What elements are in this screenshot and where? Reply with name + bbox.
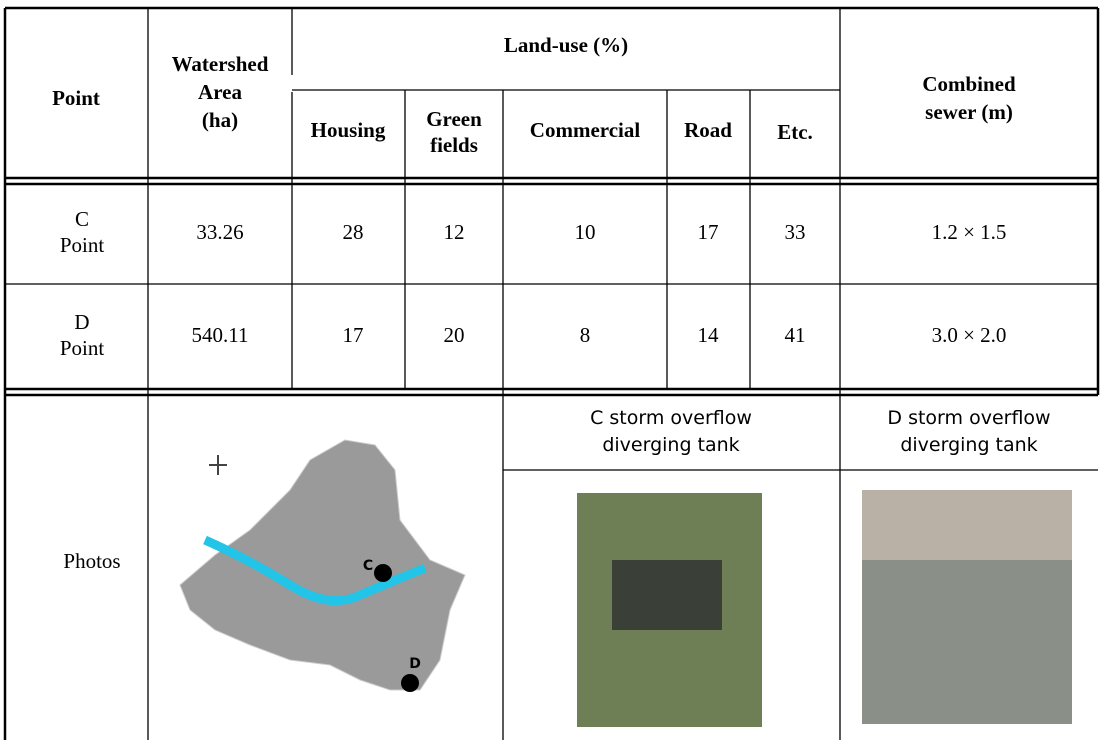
cell-text: 20 [444, 323, 465, 347]
cell-text: C [75, 207, 89, 231]
photo-c-culvert [612, 560, 722, 630]
cell-text: Etc. [777, 120, 813, 144]
table-rules [3, 6, 1100, 740]
cell-text: Land-use (%) [504, 33, 628, 57]
cell-text: Green [426, 107, 482, 131]
cell-text: 17 [343, 323, 364, 347]
cell-text: 1.2 × 1.5 [932, 220, 1007, 244]
cell-text: Watershed [172, 52, 269, 76]
cell-text: diverging tank [602, 434, 739, 456]
cell-text: Commercial [530, 118, 641, 142]
cell-text: D [74, 310, 89, 334]
cell-text: (ha) [202, 108, 238, 132]
cell-text: 3.0 × 2.0 [932, 323, 1007, 347]
cell-text: 14 [698, 323, 720, 347]
cell-text: Photos [63, 549, 120, 573]
cell-text: Road [684, 118, 732, 142]
cell-text: C [363, 558, 373, 574]
cell-text: Combined [922, 72, 1016, 96]
cell-text: fields [430, 133, 478, 157]
seoul-map [179, 439, 466, 692]
cell-text: D storm overflow [887, 407, 1050, 429]
cell-text: 540.11 [192, 323, 249, 347]
cell-text: Housing [311, 118, 386, 142]
cell-text: 33 [785, 220, 806, 244]
cell-text: 10 [575, 220, 596, 244]
cell-text: 28 [343, 220, 364, 244]
photo-d-wall [862, 490, 1072, 560]
cell-text: diverging tank [900, 434, 1037, 456]
cell-text: C storm overflow [590, 407, 752, 429]
cell-text: Point [52, 86, 100, 110]
cell-text: Point [60, 336, 105, 360]
cell-text: 33.26 [196, 220, 243, 244]
cell-text: Point [60, 233, 105, 257]
cell-text: Area [198, 80, 242, 104]
cell-text: 8 [580, 323, 591, 347]
cell-text: 41 [785, 323, 806, 347]
cell-text: 12 [444, 220, 465, 244]
cell-text: 17 [698, 220, 719, 244]
cell-text: sewer (m) [925, 100, 1013, 124]
cell-text: D [409, 656, 421, 672]
